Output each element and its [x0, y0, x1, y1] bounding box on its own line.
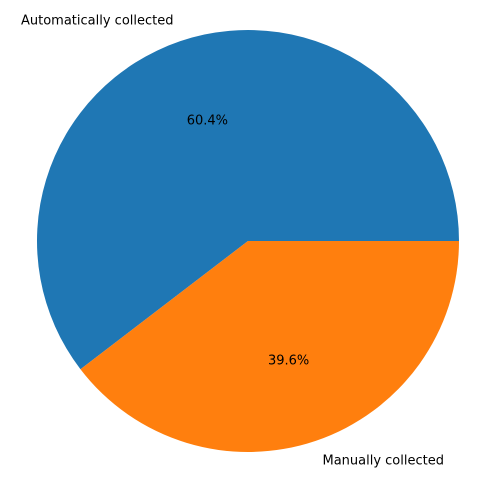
- pie-category-label-0: Automatically collected: [21, 14, 174, 29]
- pie-slices: [36, 30, 460, 452]
- pie-pct-label-1: 39.6%: [268, 353, 309, 368]
- pie-slice-1: [80, 241, 460, 452]
- pie-pct-label-0: 60.4%: [187, 114, 228, 129]
- pie-category-label-1: Manually collected: [322, 453, 444, 468]
- pie-labels: 60.4% Automatically collected 39.6% Manuall…: [21, 14, 444, 469]
- pie-slice-0: [36, 30, 460, 370]
